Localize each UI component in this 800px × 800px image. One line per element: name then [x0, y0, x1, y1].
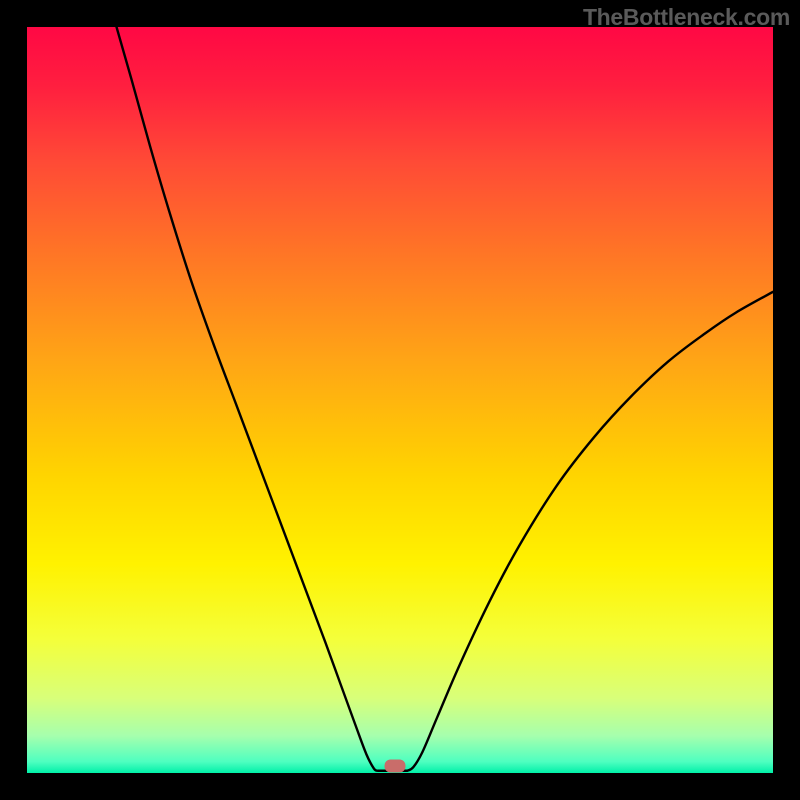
- optimal-marker: [384, 760, 405, 773]
- bottleneck-curve: [27, 27, 773, 773]
- watermark-text: TheBottleneck.com: [583, 4, 790, 31]
- plot-area: [27, 27, 773, 773]
- chart-container: TheBottleneck.com: [0, 0, 800, 800]
